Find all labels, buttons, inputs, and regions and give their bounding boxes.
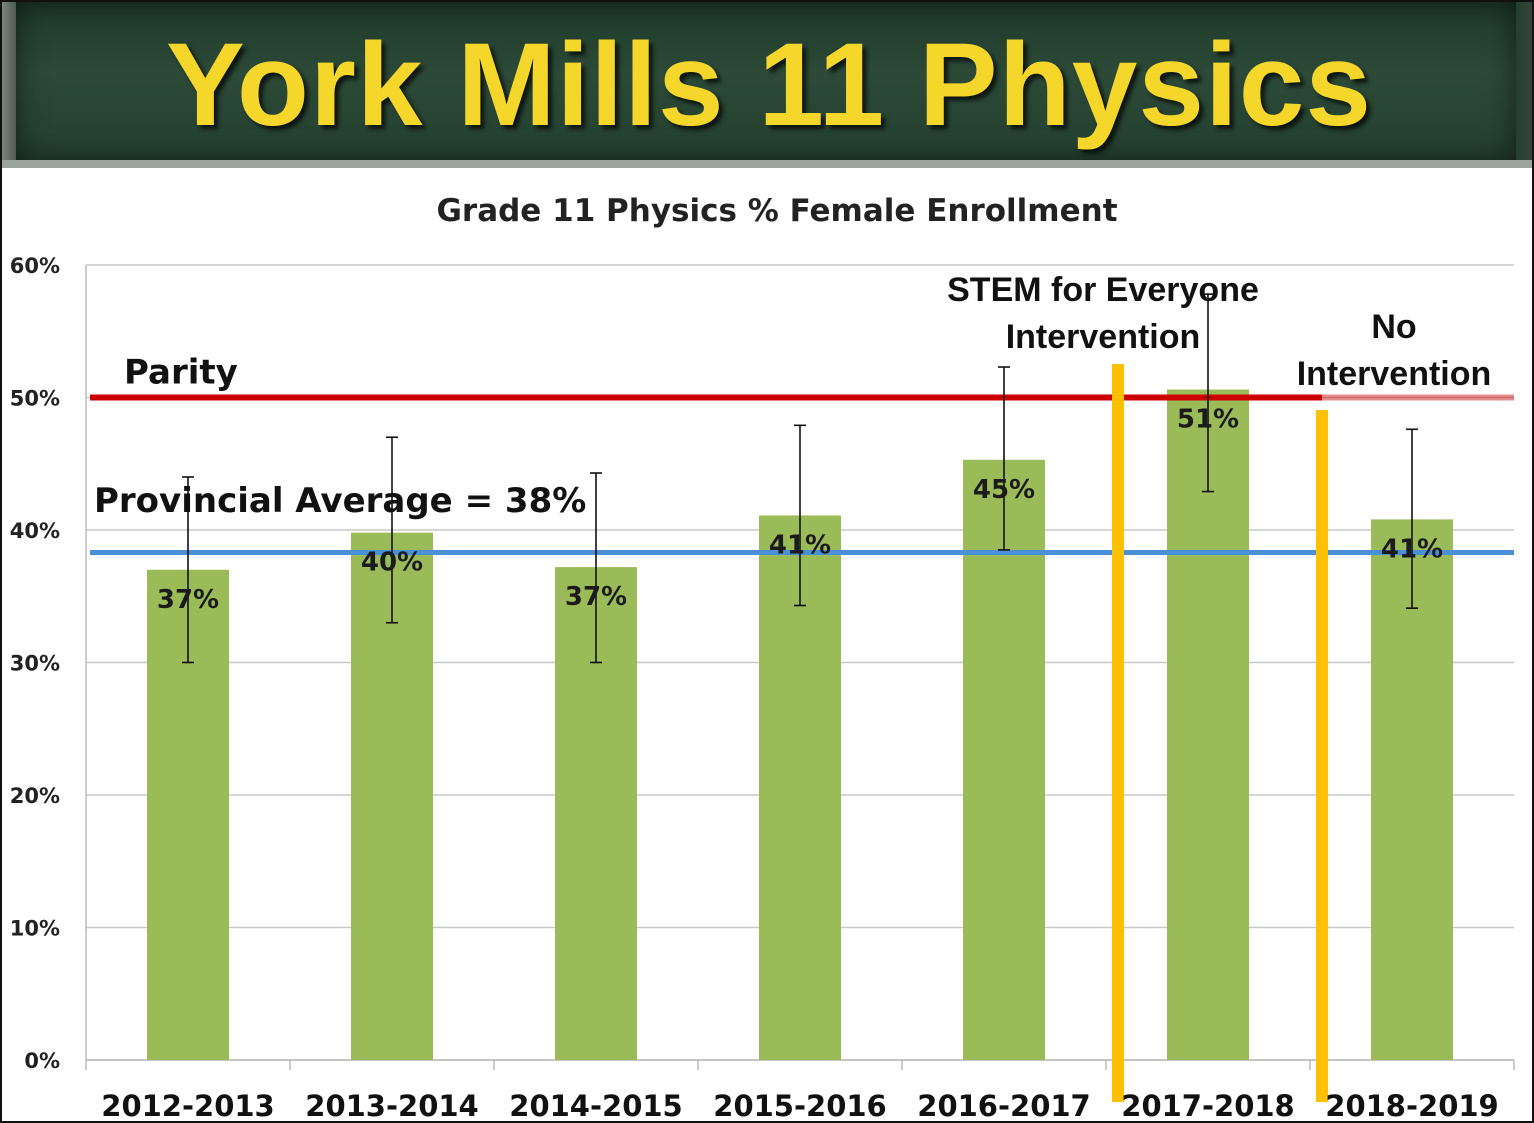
- annotations: STEM for Everyone Intervention No Intervent…: [947, 271, 1491, 393]
- chart-title: Grade 11 Physics % Female Enrollment: [436, 193, 1117, 229]
- stem-intervention-label: Intervention: [1006, 318, 1201, 356]
- no-intervention-label: No: [1371, 308, 1416, 346]
- intervention-end-divider: [1316, 410, 1328, 1102]
- x-category-label: 2015-2016: [713, 1089, 886, 1121]
- title-banner: [16, 2, 1516, 162]
- data-label: 41%: [769, 530, 831, 560]
- stem-intervention-label: STEM for Everyone: [947, 271, 1259, 309]
- bar-2017-2018: [1167, 389, 1249, 1060]
- data-label: 37%: [157, 585, 219, 615]
- data-label: 37%: [565, 582, 627, 612]
- y-tick-label: 50%: [10, 387, 60, 411]
- provincial-average-label: Provincial Average = 38%: [94, 481, 586, 521]
- slide-title: York Mills 11 Physics: [165, 19, 1372, 151]
- error-bars: [182, 293, 1418, 664]
- y-axis-ticks: 0% 10% 20% 30% 40% 50% 60%: [10, 254, 60, 1073]
- y-tick-label: 30%: [10, 652, 60, 676]
- x-category-label: 2017-2018: [1121, 1089, 1294, 1121]
- no-intervention-label: Intervention: [1297, 355, 1492, 393]
- data-label: 41%: [1381, 534, 1443, 564]
- x-category-label: 2012-2013: [101, 1089, 274, 1121]
- intervention-dividers: [1112, 364, 1328, 1102]
- y-tick-label: 10%: [10, 917, 60, 941]
- x-category-label: 2014-2015: [509, 1089, 682, 1121]
- bar-2016-2017: [963, 459, 1045, 1060]
- data-label: 51%: [1177, 405, 1239, 435]
- x-category-label: 2018-2019: [1325, 1089, 1498, 1121]
- y-tick-label: 0%: [24, 1049, 60, 1073]
- reference-lines: Parity Provincial Average = 38%: [90, 353, 1514, 556]
- y-tick-label: 40%: [10, 519, 60, 543]
- y-tick-label: 60%: [10, 254, 60, 278]
- x-category-label: 2016-2017: [917, 1089, 1090, 1121]
- x-axis-ticks: 2012-2013 2013-2014 2014-2015 2015-2016 2016…: [85, 1060, 1515, 1121]
- data-label: 45%: [973, 475, 1035, 505]
- banner-bottom-edge: [2, 160, 1532, 168]
- y-tick-label: 20%: [10, 784, 60, 808]
- intervention-start-divider: [1112, 364, 1124, 1102]
- bar-2018-2019: [1371, 519, 1453, 1060]
- data-labels: 37% 40% 37% 41% 45% 51% 41%: [157, 405, 1443, 615]
- banner-left-edge: [2, 2, 16, 162]
- data-label: 40%: [361, 548, 423, 578]
- x-category-label: 2013-2014: [305, 1089, 478, 1121]
- banner-right-edge: [1516, 2, 1532, 162]
- parity-label: Parity: [124, 353, 238, 393]
